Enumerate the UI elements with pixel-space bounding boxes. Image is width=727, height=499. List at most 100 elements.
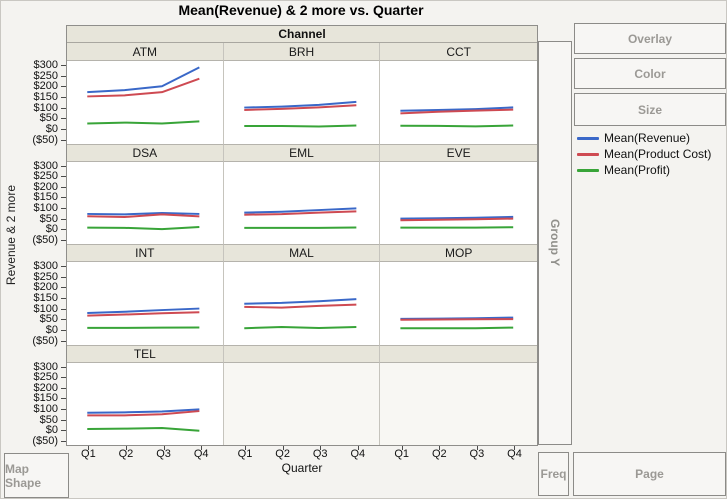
y-tick-mark bbox=[61, 329, 66, 331]
y-tick-mark bbox=[61, 128, 66, 130]
x-tick-mark bbox=[125, 446, 127, 450]
plot-panel[interactable] bbox=[67, 262, 224, 345]
line-series-mean-product-cost- bbox=[400, 108, 514, 115]
facet-label-row: DSA EML EVE bbox=[67, 143, 537, 162]
x-tick-mark bbox=[401, 446, 403, 450]
plot-panel[interactable] bbox=[380, 61, 537, 144]
y-tick-label: $100 bbox=[33, 302, 58, 315]
group-y-label: Group Y bbox=[548, 219, 562, 267]
overlay-drop-zone[interactable]: Overlay bbox=[574, 23, 726, 54]
color-drop-zone[interactable]: Color bbox=[574, 58, 726, 89]
x-tick-mark bbox=[201, 446, 203, 450]
y-tick-mark bbox=[61, 409, 66, 411]
line-series-mean-revenue- bbox=[400, 106, 514, 112]
facet-column-header: Channel bbox=[67, 26, 537, 43]
line-series-mean-product-cost- bbox=[87, 212, 200, 218]
x-tick-label: Q4 bbox=[507, 448, 522, 460]
plot-panel[interactable] bbox=[223, 61, 381, 144]
plot-panel[interactable] bbox=[223, 262, 381, 345]
facet-label: MOP bbox=[380, 244, 537, 262]
y-tick-mark bbox=[61, 96, 66, 98]
y-tick-label: ($50) bbox=[32, 334, 58, 347]
y-tick-mark bbox=[61, 340, 66, 342]
x-tick-mark bbox=[439, 446, 441, 450]
y-tick-mark bbox=[61, 208, 66, 210]
facet-label-row: INT MAL MOP bbox=[67, 244, 537, 262]
y-tick-label: $0 bbox=[45, 424, 58, 437]
line-series-mean-product-cost- bbox=[87, 77, 200, 98]
page-drop-zone[interactable]: Page bbox=[573, 452, 726, 496]
plot-panel[interactable] bbox=[67, 61, 224, 144]
legend-line-swatch bbox=[577, 168, 599, 172]
plot-panel-empty[interactable] bbox=[380, 362, 537, 445]
group-y-drop-zone[interactable]: Group Y bbox=[538, 41, 572, 445]
facet-label: CCT bbox=[380, 43, 537, 61]
x-tick-mark bbox=[163, 446, 165, 450]
y-tick-label: $300 bbox=[33, 360, 58, 373]
plot-panel[interactable] bbox=[223, 161, 381, 244]
plot-panel-empty[interactable] bbox=[223, 362, 381, 445]
line-series-mean-revenue- bbox=[87, 211, 200, 215]
y-tick-mark bbox=[61, 229, 66, 231]
x-tick-mark bbox=[357, 446, 359, 450]
map-shape-drop-zone[interactable]: Map Shape bbox=[4, 453, 69, 498]
x-tick-label: Q2 bbox=[275, 448, 290, 460]
y-tick-mark bbox=[61, 176, 66, 178]
line-series-mean-product-cost- bbox=[400, 217, 514, 221]
facet-label-row: TEL bbox=[67, 344, 537, 363]
legend-item: Mean(Profit) bbox=[577, 162, 711, 178]
y-tick-label: $50 bbox=[39, 313, 58, 326]
line-series-mean-product-cost- bbox=[243, 209, 357, 216]
legend-label: Mean(Profit) bbox=[604, 163, 671, 177]
line-series-mean-revenue- bbox=[87, 66, 200, 94]
y-tick-label: $250 bbox=[33, 270, 58, 283]
y-tick-label: $150 bbox=[33, 291, 58, 304]
y-tick-mark bbox=[61, 308, 66, 310]
facet-label bbox=[380, 344, 537, 363]
y-tick-label: $100 bbox=[33, 202, 58, 215]
plot-row bbox=[67, 362, 537, 445]
plot-panel[interactable] bbox=[380, 161, 537, 244]
x-tick-label: Q2 bbox=[118, 448, 134, 460]
y-tick-mark bbox=[61, 297, 66, 299]
y-tick-label: $0 bbox=[45, 323, 58, 336]
x-tick-mark bbox=[88, 446, 90, 450]
y-tick-label: $100 bbox=[33, 101, 58, 114]
y-tick-mark bbox=[61, 387, 66, 389]
line-series-mean-revenue- bbox=[87, 407, 200, 414]
line-series-mean-profit- bbox=[87, 426, 200, 432]
line-series-mean-revenue- bbox=[400, 215, 514, 220]
freq-drop-zone[interactable]: Freq bbox=[538, 452, 569, 496]
plot-panel[interactable] bbox=[67, 161, 224, 244]
y-tick-mark bbox=[61, 319, 66, 321]
y-tick-mark bbox=[61, 86, 66, 88]
facet-label: ATM bbox=[67, 43, 224, 61]
y-tick-label: $200 bbox=[33, 281, 58, 294]
size-drop-zone[interactable]: Size bbox=[574, 93, 726, 126]
y-tick-label: ($50) bbox=[32, 435, 58, 447]
line-series-mean-product-cost- bbox=[400, 318, 514, 321]
plot-panel[interactable] bbox=[380, 262, 537, 345]
line-series-mean-profit- bbox=[400, 326, 514, 330]
y-tick-mark bbox=[61, 65, 66, 66]
plot-row bbox=[67, 161, 537, 244]
x-tick-label: Q4 bbox=[350, 448, 366, 460]
x-tick-mark bbox=[320, 446, 322, 450]
y-tick-mark bbox=[61, 441, 66, 442]
y-tick-label: $250 bbox=[33, 170, 58, 183]
y-tick-label: $0 bbox=[45, 223, 58, 236]
line-series-mean-profit- bbox=[243, 326, 357, 330]
facet-label: BRH bbox=[223, 43, 381, 61]
plot-panel[interactable] bbox=[67, 362, 224, 445]
y-tick-mark bbox=[61, 75, 66, 77]
line-series-mean-revenue- bbox=[87, 307, 200, 315]
x-tick-mark bbox=[476, 446, 478, 450]
y-tick-label: $100 bbox=[33, 403, 58, 416]
y-tick-label: $150 bbox=[33, 90, 58, 103]
facet-label bbox=[223, 344, 381, 363]
y-tick-label: $150 bbox=[33, 392, 58, 405]
facet-label: TEL bbox=[67, 344, 224, 363]
facet-label: DSA bbox=[67, 143, 224, 162]
y-tick-mark bbox=[61, 377, 66, 379]
y-tick-label: ($50) bbox=[32, 133, 58, 146]
